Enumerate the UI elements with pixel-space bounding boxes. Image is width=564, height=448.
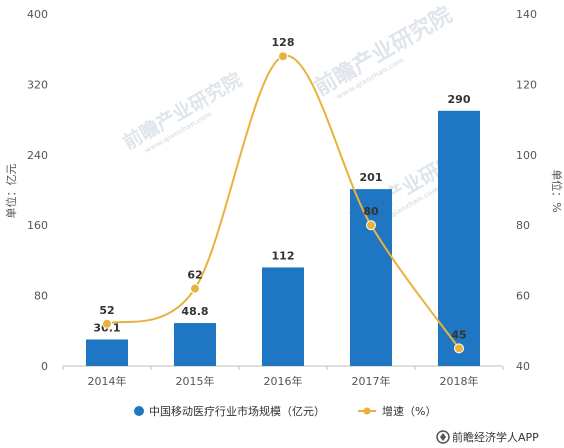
legend-bar-label: 中国移动医疗行业市场规模（亿元）	[149, 404, 325, 418]
bar-value-label: 112	[272, 249, 295, 262]
left-tick-label: 160	[27, 219, 48, 232]
right-axis-title: 单位：%	[550, 169, 564, 212]
growth-point	[102, 318, 112, 329]
credit-text: 前瞻经济学人APP	[452, 430, 539, 444]
right-tick-label: 120	[516, 78, 537, 91]
bar-value-label: 201	[360, 171, 383, 184]
bar	[86, 339, 128, 366]
growth-value-label: 45	[451, 328, 466, 341]
credit-logo-mark	[440, 433, 446, 441]
bar-value-label: 48.8	[181, 305, 208, 318]
x-tick-label: 2017年	[352, 374, 391, 388]
line-value-labels: 52 62 128 80 45	[99, 36, 466, 341]
right-tick-label: 60	[516, 290, 530, 303]
growth-value-label: 128	[272, 36, 295, 49]
left-tick-label: 320	[27, 78, 48, 91]
bar-series	[86, 110, 480, 366]
growth-point	[190, 283, 200, 294]
right-tick-label: 100	[516, 149, 537, 162]
growth-point	[278, 51, 288, 62]
left-tick-label: 400	[27, 8, 48, 21]
watermark-layer: 前瞻产业研究院www.qianzhan.com前瞻产业研究院www.qianzh…	[119, 2, 479, 230]
left-tick-label: 0	[41, 360, 48, 373]
bar	[438, 110, 480, 366]
watermark-text: 前瞻产业研究院	[119, 68, 246, 154]
bar	[262, 267, 304, 366]
watermark-text: 前瞻产业研究院	[310, 2, 456, 102]
bar	[174, 323, 216, 366]
growth-value-label: 80	[363, 205, 379, 218]
x-tick-label: 2016年	[264, 374, 303, 388]
bar	[350, 189, 392, 366]
left-tick-label: 80	[34, 290, 48, 303]
left-tick-label: 240	[27, 149, 48, 162]
right-tick-label: 80	[516, 219, 530, 232]
left-axis-ticks: 0 80 160 240 320 400	[27, 8, 48, 373]
growth-point	[454, 343, 464, 354]
bar-value-label: 290	[448, 93, 471, 106]
legend: 中国移动医疗行业市场规模（亿元） 增速（%）	[134, 404, 436, 418]
x-tick-label: 2014年	[88, 374, 127, 388]
legend-bar-marker	[134, 406, 144, 416]
growth-value-label: 62	[187, 269, 202, 282]
right-tick-label: 40	[516, 360, 530, 373]
x-tick-label: 2018年	[440, 374, 479, 388]
credit-logo-icon	[436, 430, 450, 444]
right-tick-label: 140	[516, 8, 537, 21]
x-tick-label: 2015年	[176, 374, 215, 388]
growth-point	[366, 220, 376, 231]
right-axis-ticks: 40 60 80 100 120 140	[516, 8, 537, 373]
legend-line-label: 增速（%）	[382, 404, 436, 418]
x-axis-ticks: 2014年 2015年 2016年 2017年 2018年	[62, 366, 504, 388]
left-axis-title: 单位：亿元	[4, 164, 18, 219]
line-series	[102, 51, 464, 354]
legend-line-dot	[363, 407, 371, 415]
source-credit: 前瞻经济学人APP	[436, 430, 539, 444]
growth-value-label: 52	[99, 304, 114, 317]
